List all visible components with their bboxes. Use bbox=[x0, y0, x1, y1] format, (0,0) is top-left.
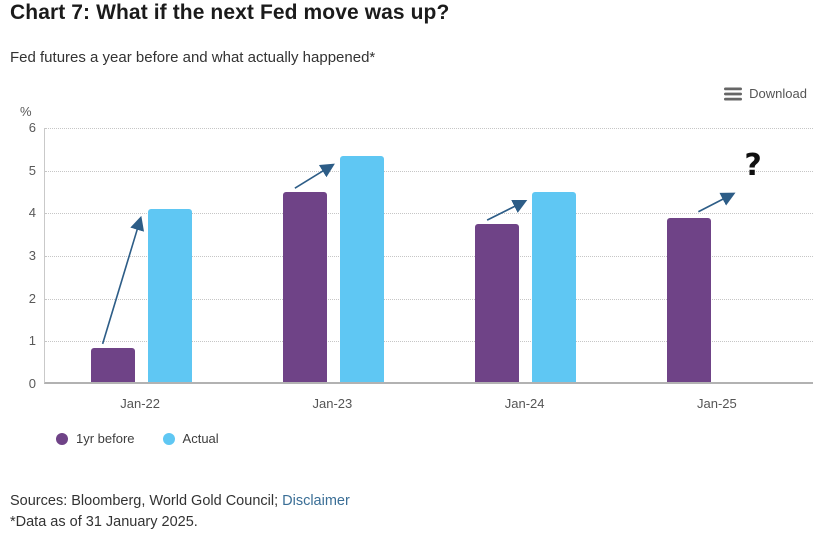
legend-dot bbox=[162, 432, 175, 445]
trend-arrows bbox=[101, 163, 736, 345]
y-axis-tick-label: 6 bbox=[28, 120, 36, 135]
y-axis-tick-label: 0 bbox=[28, 376, 36, 391]
hamburger-menu-icon bbox=[724, 87, 743, 101]
sources-text: Sources: Bloomberg, World Gold Council; bbox=[10, 493, 283, 509]
bar-actual-jan-24[interactable] bbox=[532, 192, 577, 382]
plot-area bbox=[44, 128, 813, 384]
trend-arrow bbox=[698, 192, 736, 213]
y-axis-tick-label: 3 bbox=[28, 248, 36, 263]
y-axis-tick-label: 4 bbox=[28, 205, 36, 221]
x-axis-label-jan-24: Jan-24 bbox=[504, 396, 545, 411]
legend-item-1yr-before[interactable]: 1yr before bbox=[56, 431, 135, 446]
x-axis-label-jan-22: Jan-22 bbox=[120, 396, 160, 411]
bar-actual-jan-22[interactable] bbox=[147, 209, 192, 382]
y-axis-tick-label: 1 bbox=[28, 333, 36, 349]
legend-label: 1yr before bbox=[76, 431, 135, 446]
gridline bbox=[45, 128, 813, 129]
data-note: *Data as of 31 January 2025. bbox=[10, 514, 198, 530]
page-title: Chart 7: What if the next Fed move was u… bbox=[10, 1, 450, 24]
legend: 1yr before Actual bbox=[56, 431, 219, 446]
y-axis-unit-label: % bbox=[20, 104, 32, 119]
x-axis-label-jan-23: Jan-23 bbox=[312, 396, 353, 411]
trend-arrow bbox=[486, 200, 528, 221]
y-axis-tick-label: 5 bbox=[28, 162, 36, 178]
legend-dot bbox=[56, 432, 68, 445]
gridline bbox=[45, 298, 813, 300]
gridline bbox=[45, 256, 813, 257]
bar-1yr-before-jan-23[interactable] bbox=[282, 192, 327, 382]
x-axis-label-jan-25: Jan-25 bbox=[697, 396, 737, 411]
sources-line: Sources: Bloomberg, World Gold Council; … bbox=[10, 493, 350, 509]
trend-arrow bbox=[101, 215, 145, 345]
bar-1yr-before-jan-22[interactable] bbox=[90, 347, 135, 382]
legend-item-actual[interactable]: Actual bbox=[162, 431, 219, 446]
chart-subtitle: Fed futures a year before and what actua… bbox=[10, 49, 376, 66]
gridline bbox=[45, 341, 813, 343]
disclaimer-link[interactable]: Disclaimer bbox=[282, 493, 350, 509]
trend-arrow bbox=[294, 163, 335, 189]
bar-1yr-before-jan-25[interactable] bbox=[667, 217, 712, 382]
bar-actual-jan-23[interactable] bbox=[339, 155, 384, 382]
question-mark-annotation: ? bbox=[744, 147, 762, 183]
bar-1yr-before-jan-24[interactable] bbox=[475, 224, 520, 382]
download-label: Download bbox=[749, 86, 807, 101]
gridline bbox=[45, 213, 813, 215]
download-button[interactable]: Download bbox=[724, 86, 807, 101]
y-axis-tick-label: 2 bbox=[28, 290, 36, 306]
gridline bbox=[45, 170, 813, 172]
legend-label: Actual bbox=[182, 431, 219, 446]
